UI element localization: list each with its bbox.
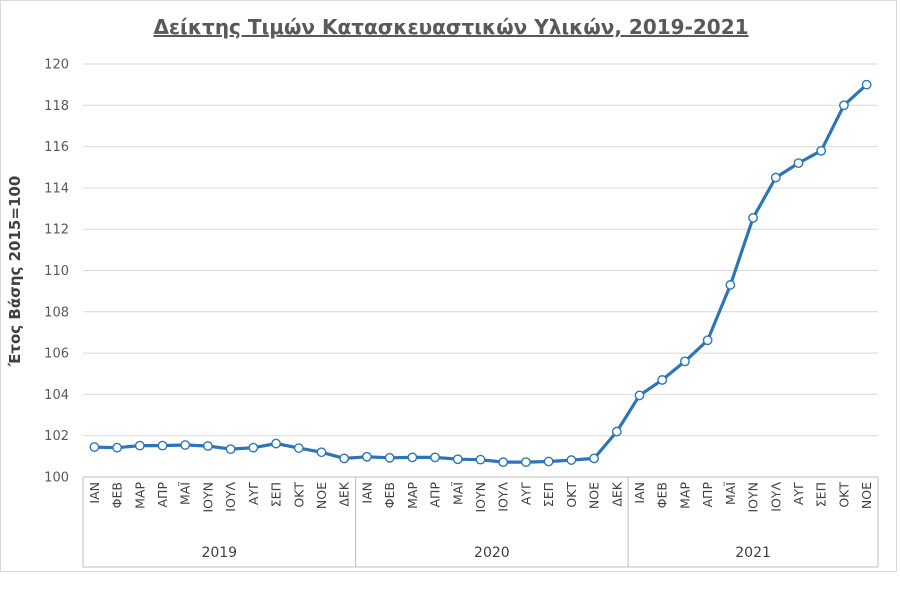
x-tick-label: ΙΟΥΝ: [200, 482, 215, 513]
x-tick-label: ΙΟΥΝ: [746, 482, 761, 513]
x-tick-label: ΑΠΡ: [428, 482, 443, 508]
x-tick-label: ΣΕΠ: [814, 482, 829, 507]
data-point: [839, 100, 849, 111]
x-tick-label: ΟΚΤ: [564, 482, 579, 508]
data-point: [634, 390, 645, 401]
x-tick-label: ΑΥΓ: [246, 482, 261, 505]
data-point: [748, 212, 758, 223]
data-point: [157, 440, 168, 451]
y-tick-label: 110: [44, 264, 69, 279]
x-tick-label: ΜΑΡ: [132, 482, 147, 509]
x-tick-label: ΜΑΪ: [723, 482, 738, 505]
y-tick-label: 120: [44, 58, 69, 73]
x-tick-label: ΑΠΡ: [155, 482, 170, 508]
x-tick-label: ΑΥΓ: [518, 482, 533, 505]
data-point: [521, 457, 531, 468]
x-tick-label: ΙΟΥΝ: [473, 482, 488, 513]
y-tick-label: 106: [44, 347, 69, 362]
y-tick-label: 108: [44, 305, 69, 320]
y-tick-label: 112: [44, 223, 69, 238]
data-point: [134, 440, 145, 451]
year-label: 2020: [474, 545, 510, 561]
data-point: [793, 158, 804, 169]
x-tick-label: ΔΕΚ: [609, 481, 624, 506]
data-point: [203, 441, 213, 451]
data-point: [475, 454, 486, 465]
x-tick-label: ΙΑΝ: [632, 482, 647, 504]
data-point: [430, 452, 440, 463]
data-point: [180, 440, 191, 450]
data-point: [407, 452, 418, 463]
data-point: [271, 438, 281, 449]
x-tick-label: ΝΟΕ: [587, 482, 602, 509]
x-tick-label: ΜΑΡ: [405, 482, 420, 509]
data-point: [680, 356, 690, 367]
data-point: [248, 442, 259, 453]
year-label: 2021: [735, 545, 771, 561]
data-point: [362, 451, 372, 462]
data-point: [725, 280, 736, 290]
data-point: [316, 447, 327, 458]
x-tick-label: ΙΟΥΛ: [768, 482, 783, 512]
data-point: [702, 335, 713, 346]
x-tick-label: ΙΑΝ: [87, 482, 102, 504]
y-tick-label: 118: [44, 99, 69, 114]
y-tick-label: 104: [44, 388, 69, 403]
x-tick-label: ΑΥΓ: [791, 482, 806, 505]
data-point: [293, 443, 304, 453]
data-point: [89, 442, 100, 452]
data-point: [611, 426, 622, 437]
x-tick-label: ΦΕΒ: [110, 482, 125, 508]
data-point: [566, 455, 577, 465]
data-point: [543, 456, 554, 467]
y-tick-label: 102: [44, 429, 69, 444]
y-tick-label: 114: [44, 181, 69, 196]
x-tick-label: ΦΕΒ: [382, 482, 397, 508]
data-point: [861, 79, 872, 90]
x-tick-label: ΣΕΠ: [269, 482, 284, 507]
x-tick-label: ΙΟΥΛ: [496, 482, 511, 512]
data-point: [225, 444, 236, 455]
x-tick-label: ΙΟΥΛ: [223, 482, 238, 512]
x-tick-label: ΦΕΒ: [655, 482, 670, 508]
x-tick-label: ΜΑΪ: [178, 482, 193, 505]
x-tick-label: ΟΚΤ: [836, 482, 851, 508]
x-tick-label: ΟΚΤ: [291, 482, 306, 508]
data-point: [112, 442, 122, 453]
x-tick-label: ΜΑΡ: [677, 482, 692, 509]
year-label: 2019: [201, 545, 237, 561]
x-tick-label: ΝΟΕ: [859, 482, 874, 509]
y-tick-label: 100: [44, 471, 69, 486]
chart-title: Δείκτης Τιμών Κατασκευαστικών Υλικών, 20…: [153, 15, 749, 39]
series-line: [92, 83, 869, 464]
x-tick-label: ΜΑΪ: [450, 482, 465, 505]
data-point: [339, 453, 350, 464]
y-tick-label: 116: [44, 140, 69, 155]
data-point: [657, 375, 668, 385]
data-point: [816, 145, 827, 156]
data-point: [589, 453, 599, 464]
x-tick-label: ΑΠΡ: [700, 482, 715, 508]
x-tick-label: ΝΟΕ: [314, 482, 329, 509]
x-tick-label: ΔΕΚ: [337, 481, 352, 506]
x-tick-label: ΙΑΝ: [359, 482, 374, 504]
data-point: [384, 452, 395, 463]
data-point: [770, 172, 781, 183]
data-point: [452, 454, 463, 465]
data-point: [498, 457, 509, 468]
x-tick-label: ΣΕΠ: [541, 482, 556, 507]
